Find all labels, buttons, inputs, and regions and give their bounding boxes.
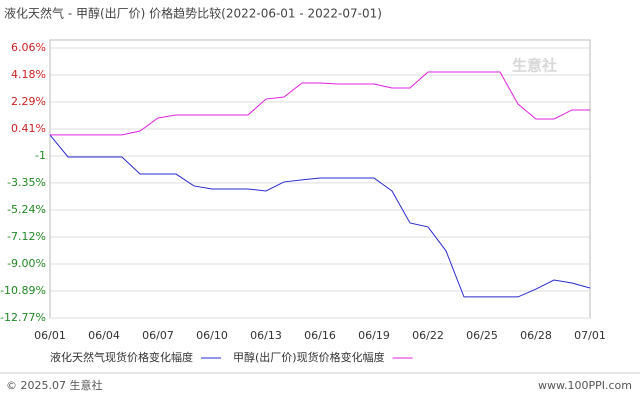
y-tick-label: -5.24% <box>7 203 46 216</box>
x-tick-label: 06/10 <box>196 329 228 342</box>
series-line <box>50 71 590 136</box>
x-tick-label: 06/22 <box>412 329 444 342</box>
footer-right: www.100PPI.com <box>538 379 632 392</box>
x-tick-label: 07/01 <box>574 329 606 342</box>
y-tick-label: -10.89% <box>0 284 46 297</box>
y-tick-label: -9.00% <box>7 257 46 270</box>
x-tick-label: 06/07 <box>142 329 174 342</box>
y-tick-label: -7.12% <box>7 230 46 243</box>
x-tick-label: 06/16 <box>304 329 336 342</box>
x-tick-label: 06/01 <box>34 329 66 342</box>
y-tick-label: 6.06% <box>11 41 46 54</box>
series-line <box>49 134 591 298</box>
x-tick-label: 06/13 <box>250 329 282 342</box>
x-tick-label: 06/28 <box>520 329 552 342</box>
plot-frame <box>49 39 591 319</box>
y-tick-label: -12.77% <box>0 311 46 324</box>
y-tick-label: -3.35% <box>7 176 46 189</box>
y-tick-label: -1 <box>35 149 46 162</box>
x-tick-label: 06/04 <box>88 329 120 342</box>
y-tick-label: 0.41% <box>11 122 46 135</box>
legend-label: 液化天然气现货价格变化幅度 <box>50 350 193 364</box>
x-tick-label: 06/19 <box>358 329 390 342</box>
footer-left: © 2025.07 生意社 <box>6 378 102 392</box>
chart-title: 液化天然气 - 甲醇(出厂价) 价格趋势比较(2022-06-01 - 2022… <box>4 6 382 21</box>
y-tick-label: 4.18% <box>11 68 46 81</box>
y-tick-label: 2.29% <box>11 95 46 108</box>
watermark: 生意社 <box>512 57 557 75</box>
legend-label: 甲醇(出厂价)现货价格变化幅度 <box>233 350 385 364</box>
x-tick-label: 06/25 <box>466 329 498 342</box>
